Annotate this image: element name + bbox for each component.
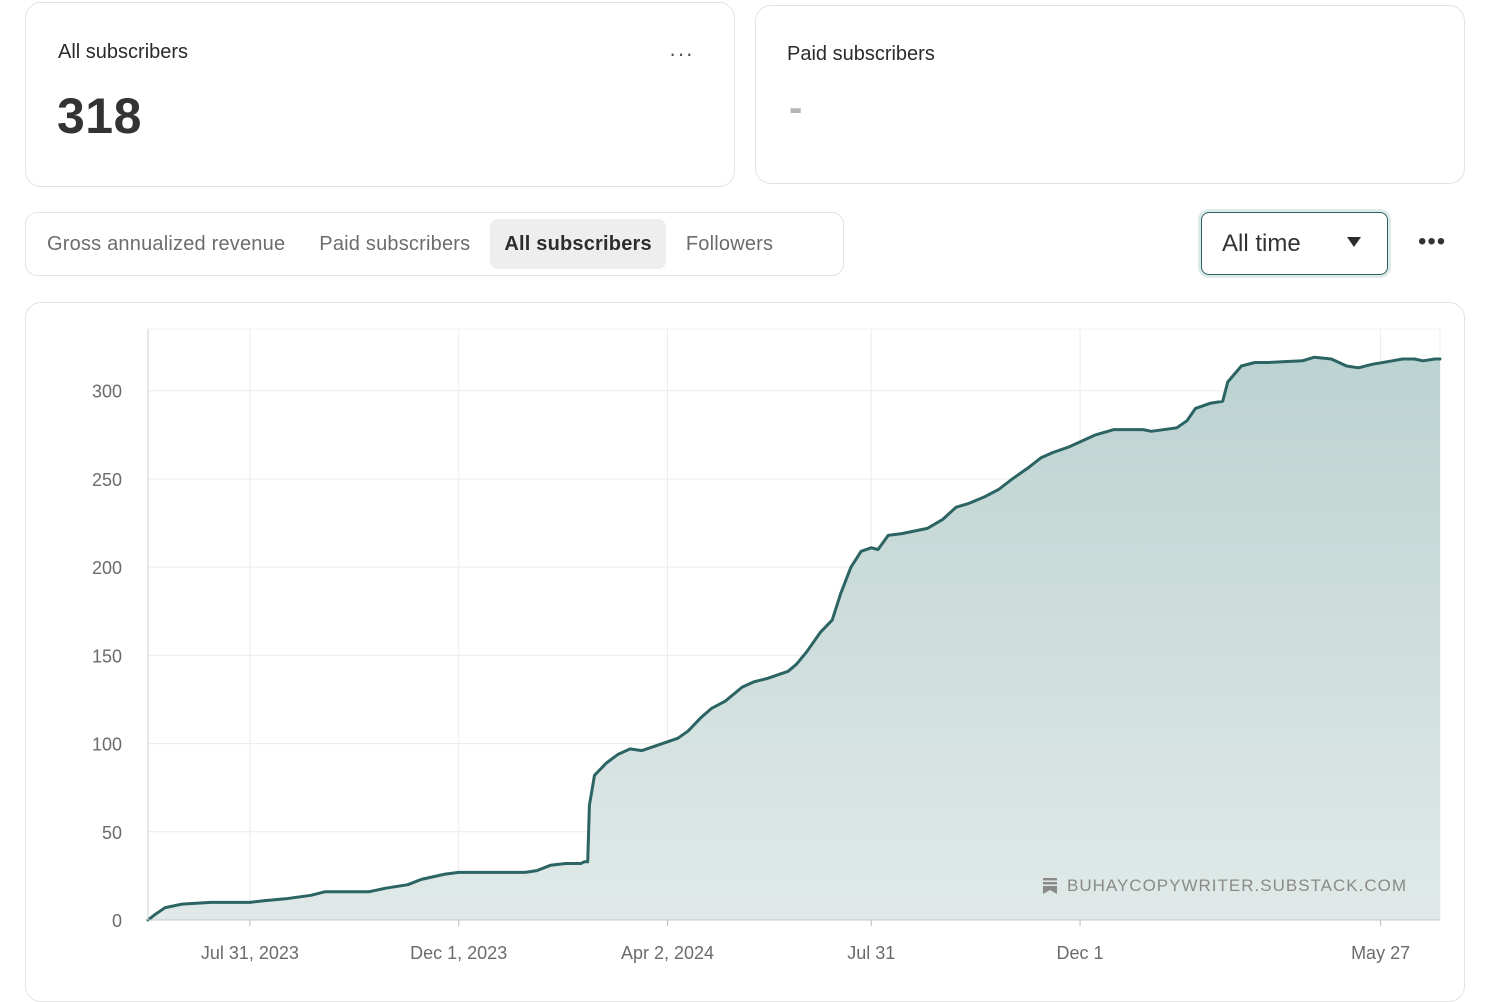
metric-tabs: Gross annualized revenue Paid subscriber… <box>25 212 844 276</box>
all-subscribers-count: 318 <box>57 87 142 145</box>
y-tick-label: 150 <box>92 646 122 666</box>
time-range-select[interactable]: All time <box>1201 212 1388 275</box>
x-tick-label: Jul 31, 2023 <box>201 943 299 963</box>
x-tick-label: Dec 1, 2023 <box>410 943 507 963</box>
all-subscribers-card-title: All subscribers <box>58 41 188 64</box>
y-tick-label: 0 <box>112 911 122 931</box>
x-tick-label: May 27 <box>1351 943 1410 963</box>
y-tick-label: 50 <box>102 823 122 843</box>
paid-subscribers-card-title: Paid subscribers <box>787 43 935 66</box>
card-more-menu-icon[interactable]: ··· <box>669 41 694 67</box>
subscriber-chart-card: 0 50 100 150 200 250 300 Jul 31, 2023 Dec 1, 202… <box>25 302 1465 1002</box>
substack-logo-icon <box>1043 878 1057 894</box>
x-tick-label: Apr 2, 2024 <box>621 943 714 963</box>
tab-gross-annualized-revenue[interactable]: Gross annualized revenue <box>33 219 299 269</box>
time-range-value: All time <box>1222 230 1301 258</box>
series-area <box>148 357 1440 920</box>
all-subscribers-card: All subscribers ··· 318 <box>25 2 735 187</box>
tab-followers[interactable]: Followers <box>672 219 787 269</box>
y-tick-label: 300 <box>92 382 122 402</box>
y-tick-label: 200 <box>92 558 122 578</box>
x-tick-label: Jul 31 <box>847 943 895 963</box>
watermark-text: BUHAYCOPYWRITER.SUBSTACK.COM <box>1067 876 1407 896</box>
tab-paid-subscribers[interactable]: Paid subscribers <box>305 219 484 269</box>
paid-subscribers-card: Paid subscribers - <box>755 5 1465 184</box>
caret-down-icon <box>1347 237 1361 247</box>
watermark: BUHAYCOPYWRITER.SUBSTACK.COM <box>1043 876 1407 896</box>
paid-subscribers-count: - <box>789 86 803 131</box>
chart-more-menu-icon[interactable]: ••• <box>1418 228 1446 256</box>
tab-all-subscribers[interactable]: All subscribers <box>490 219 666 269</box>
y-tick-label: 250 <box>92 470 122 490</box>
y-tick-label: 100 <box>92 735 122 755</box>
x-tick-label: Dec 1 <box>1057 943 1104 963</box>
